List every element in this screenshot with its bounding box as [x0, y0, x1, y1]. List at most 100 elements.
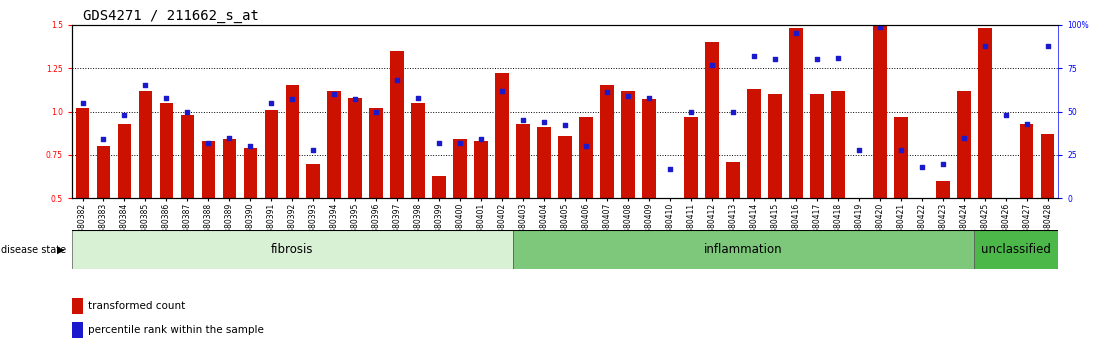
Bar: [348, 98, 362, 198]
Text: fibrosis: fibrosis: [271, 243, 314, 256]
Point: [661, 166, 679, 172]
Bar: [999, 198, 1013, 200]
Point: [94, 136, 112, 142]
Bar: [75, 108, 90, 198]
Bar: [138, 91, 152, 198]
Point: [704, 62, 721, 68]
Point: [871, 24, 889, 29]
Bar: [810, 94, 823, 198]
Point: [934, 161, 952, 166]
Point: [850, 147, 868, 153]
Bar: [894, 117, 907, 198]
Bar: [957, 91, 971, 198]
Point: [136, 82, 154, 88]
Point: [724, 109, 741, 114]
Bar: [369, 108, 383, 198]
Text: transformed count: transformed count: [88, 301, 185, 311]
Point: [955, 135, 973, 140]
Bar: [223, 139, 236, 198]
Point: [1039, 43, 1057, 48]
Point: [305, 147, 322, 153]
Point: [683, 109, 700, 114]
Point: [745, 53, 762, 59]
Bar: [558, 136, 572, 198]
Bar: [726, 162, 740, 198]
Point: [829, 55, 847, 61]
Bar: [915, 198, 929, 200]
Bar: [96, 146, 111, 198]
Bar: [474, 141, 488, 198]
Text: unclassified: unclassified: [982, 243, 1051, 256]
Point: [284, 97, 301, 102]
Point: [157, 95, 175, 101]
Bar: [513, 230, 974, 269]
Point: [242, 143, 259, 149]
Bar: [328, 91, 341, 198]
Point: [472, 136, 490, 142]
Bar: [72, 322, 83, 338]
Bar: [1019, 124, 1034, 198]
Point: [73, 100, 91, 105]
Bar: [244, 148, 257, 198]
Bar: [622, 91, 635, 198]
Bar: [117, 124, 131, 198]
Bar: [936, 181, 950, 198]
Point: [976, 43, 994, 48]
Bar: [601, 85, 614, 198]
Bar: [495, 73, 509, 198]
Bar: [978, 28, 992, 198]
Point: [640, 95, 658, 101]
Bar: [789, 28, 802, 198]
Bar: [537, 127, 551, 198]
Bar: [516, 124, 530, 198]
Bar: [1040, 134, 1055, 198]
Point: [514, 118, 532, 123]
Point: [347, 97, 365, 102]
Bar: [684, 117, 698, 198]
Point: [619, 93, 637, 99]
Point: [199, 140, 217, 145]
Bar: [390, 51, 404, 198]
Bar: [265, 110, 278, 198]
Bar: [768, 94, 782, 198]
Bar: [747, 89, 761, 198]
Text: GDS4271 / 211662_s_at: GDS4271 / 211662_s_at: [83, 9, 259, 23]
Bar: [286, 85, 299, 198]
Bar: [202, 141, 215, 198]
Point: [997, 112, 1015, 118]
Bar: [643, 99, 656, 198]
Point: [577, 143, 595, 149]
Bar: [72, 298, 83, 314]
Point: [430, 140, 448, 145]
Point: [368, 109, 386, 114]
Point: [787, 30, 804, 36]
Point: [556, 122, 574, 128]
Bar: [873, 25, 886, 198]
Point: [220, 135, 238, 140]
Bar: [664, 198, 677, 200]
Bar: [181, 115, 194, 198]
Bar: [831, 91, 844, 198]
Bar: [579, 117, 593, 198]
Point: [409, 95, 427, 101]
Text: percentile rank within the sample: percentile rank within the sample: [88, 325, 264, 335]
Point: [178, 109, 196, 114]
Bar: [160, 103, 173, 198]
Point: [326, 91, 343, 97]
Bar: [432, 176, 447, 198]
Point: [451, 140, 469, 145]
Bar: [705, 42, 719, 198]
Bar: [453, 139, 466, 198]
Point: [493, 88, 511, 93]
Bar: [852, 198, 865, 200]
Point: [766, 57, 783, 62]
Text: disease state: disease state: [1, 245, 66, 255]
Point: [115, 112, 133, 118]
Bar: [411, 103, 425, 198]
Point: [808, 57, 825, 62]
Point: [535, 119, 553, 125]
Point: [389, 78, 407, 83]
Bar: [974, 230, 1058, 269]
Point: [892, 147, 910, 153]
Text: ▶: ▶: [58, 245, 64, 255]
